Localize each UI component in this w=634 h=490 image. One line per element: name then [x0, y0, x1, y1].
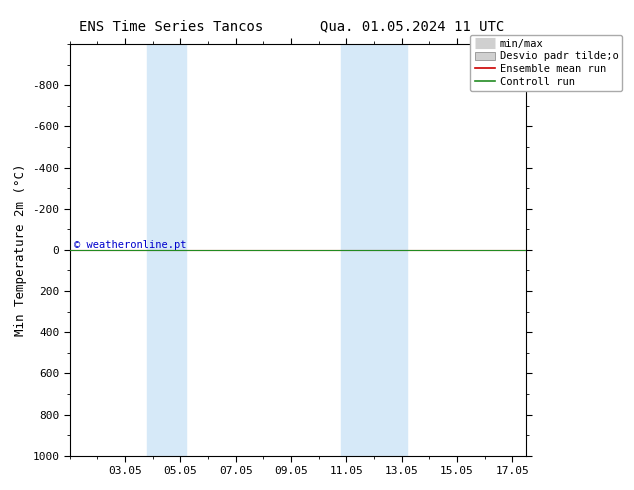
Text: Qua. 01.05.2024 11 UTC: Qua. 01.05.2024 11 UTC [320, 20, 504, 34]
Text: ENS Time Series Tancos: ENS Time Series Tancos [79, 20, 263, 34]
Legend: min/max, Desvio padr tilde;o, Ensemble mean run, Controll run: min/max, Desvio padr tilde;o, Ensemble m… [470, 35, 623, 91]
Bar [147, 44, 186, 456]
Bar [341, 44, 407, 456]
Y-axis label: Min Temperature 2m (°C): Min Temperature 2m (°C) [14, 164, 27, 336]
Text: © weatheronline.pt: © weatheronline.pt [74, 240, 187, 250]
